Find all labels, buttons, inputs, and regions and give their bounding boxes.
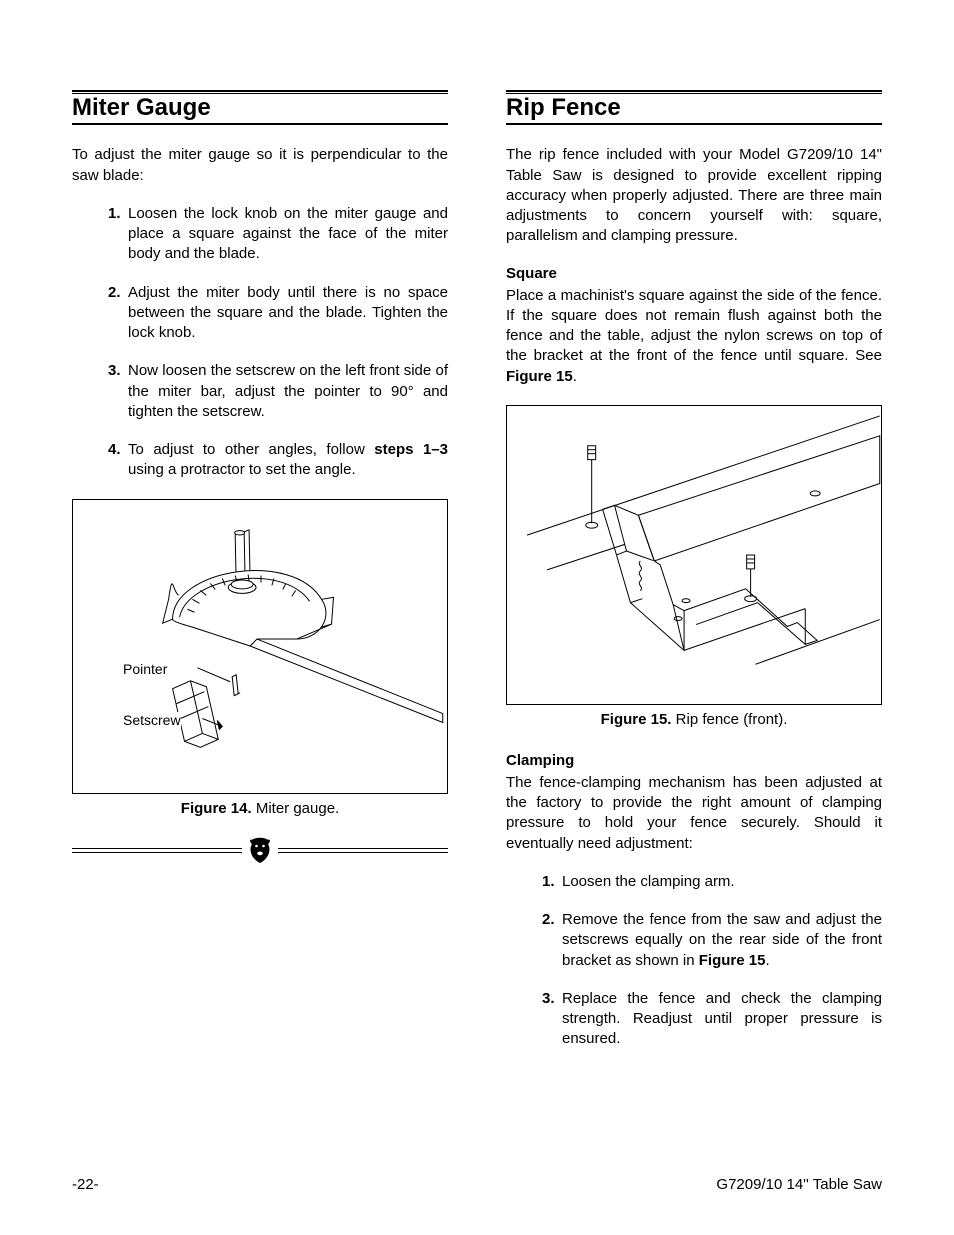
t: Place a machinist's square against the s… [506, 287, 882, 365]
clamp-steps: 1.Loosen the clamping arm. [506, 872, 882, 892]
bear-emblem-icon [248, 836, 272, 864]
caption-bold: Figure 15. [601, 711, 672, 728]
figure-14-box: Pointer Setscrew [72, 499, 448, 794]
step-text: Loosen the clamping arm. [562, 872, 882, 892]
step-text: Loosen the lock knob on the miter gauge … [128, 204, 448, 265]
step-text: Adjust the miter body until there is no … [128, 283, 448, 344]
t-bold: Figure 15 [506, 368, 573, 385]
section-divider [72, 835, 448, 865]
right-column: Rip Fence The rip fence included with yo… [506, 90, 882, 1068]
step-text: Now loosen the setscrew on the left fron… [128, 361, 448, 422]
step-text: Replace the fence and check the clamping… [562, 989, 882, 1050]
page-footer: -22- G7209/10 14'' Table Saw [72, 1176, 882, 1193]
square-paragraph: Place a machinist's square against the s… [506, 286, 882, 387]
figure-15-caption: Figure 15. Rip fence (front). [506, 711, 882, 728]
section-title-ripfence: Rip Fence [506, 90, 882, 125]
doc-title: G7209/10 14'' Table Saw [716, 1176, 882, 1193]
clamp-step-1: 1.Loosen the clamping arm. [542, 872, 882, 892]
left-column: Miter Gauge To adjust the miter gauge so… [72, 90, 448, 1068]
step-number: 2. [108, 283, 128, 344]
subheading-clamping: Clamping [506, 752, 882, 769]
miter-step-4: 4. To adjust to other angles, follow ste… [108, 440, 448, 481]
step-number: 4. [108, 440, 128, 481]
t-bold: Figure 15 [699, 952, 766, 969]
step-text: Remove the fence from the saw and adjust… [562, 910, 882, 971]
columns: Miter Gauge To adjust the miter gauge so… [72, 90, 882, 1068]
step-number: 1. [108, 204, 128, 265]
miter-step-2: 2.Adjust the miter body until there is n… [108, 283, 448, 344]
t: . [573, 368, 577, 385]
figure-14-svg [73, 500, 447, 793]
clamping-paragraph: The fence-clamping mechanism has been ad… [506, 773, 882, 854]
figure-15-box [506, 405, 882, 705]
miter-steps: 1.Loosen the lock knob on the miter gaug… [72, 204, 448, 422]
figure-14-caption: Figure 14. Miter gauge. [72, 800, 448, 817]
manual-page: Miter Gauge To adjust the miter gauge so… [0, 0, 954, 1235]
miter-step-1: 1.Loosen the lock knob on the miter gaug… [108, 204, 448, 265]
t: To adjust to other angles, follow [128, 441, 374, 458]
section-title-text: Rip Fence [506, 93, 882, 121]
step-number: 1. [542, 872, 562, 892]
t-bold: steps 1–3 [374, 441, 448, 458]
step-text: To adjust to other angles, follow steps … [128, 440, 448, 481]
ripfence-intro: The rip fence included with your Model G… [506, 145, 882, 246]
step-number: 3. [542, 989, 562, 1050]
clamp-step-3: 3. Replace the fence and check the clamp… [542, 989, 882, 1050]
section-title-text: Miter Gauge [72, 93, 448, 121]
caption-rest: Miter gauge. [252, 800, 340, 817]
step-number: 2. [542, 910, 562, 971]
step-number: 3. [108, 361, 128, 422]
miter-intro: To adjust the miter gauge so it is perpe… [72, 145, 448, 186]
subheading-square: Square [506, 265, 882, 282]
t: . [765, 952, 769, 969]
fig14-label-pointer: Pointer [123, 661, 167, 677]
miter-step-3: 3.Now loosen the setscrew on the left fr… [108, 361, 448, 422]
caption-rest: Rip fence (front). [671, 711, 787, 728]
page-number: -22- [72, 1176, 99, 1193]
caption-bold: Figure 14. [181, 800, 252, 817]
figure-15-svg [507, 406, 881, 704]
clamp-step-2: 2. Remove the fence from the saw and adj… [542, 910, 882, 971]
section-title-miter: Miter Gauge [72, 90, 448, 125]
fig14-label-setscrew: Setscrew [123, 712, 181, 728]
t: using a protractor to set the angle. [128, 461, 356, 478]
